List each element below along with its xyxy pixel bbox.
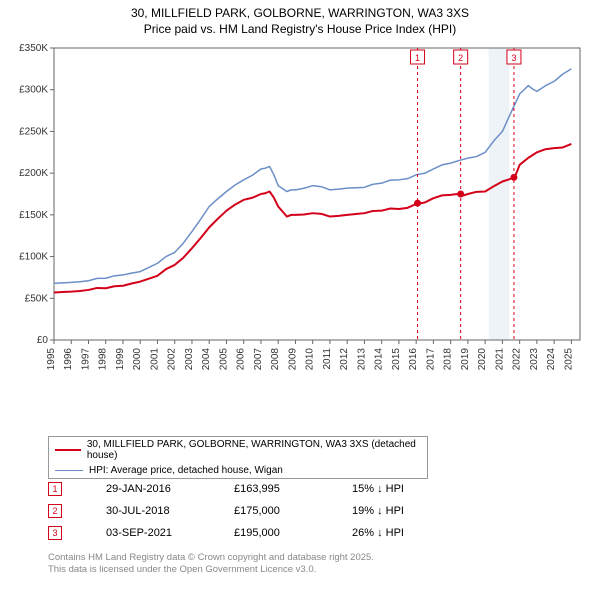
marker-badge: 1: [48, 482, 62, 496]
svg-text:2014: 2014: [374, 348, 385, 371]
svg-text:2023: 2023: [529, 348, 540, 371]
svg-text:1998: 1998: [98, 348, 109, 371]
chart-title: 30, MILLFIELD PARK, GOLBORNE, WARRINGTON…: [0, 0, 600, 37]
marker-hpi-delta: 26% ↓ HPI: [352, 527, 432, 539]
marker-table-row: 2 30-JUL-2018 £175,000 19% ↓ HPI: [48, 500, 432, 522]
marker-badge: 3: [48, 526, 62, 540]
marker-date: 30-JUL-2018: [106, 505, 196, 517]
svg-text:2010: 2010: [305, 348, 316, 371]
marker-price: £195,000: [234, 527, 314, 539]
marker-hpi-delta: 19% ↓ HPI: [352, 505, 432, 517]
marker-price: £163,995: [234, 483, 314, 495]
svg-text:2021: 2021: [494, 348, 505, 371]
chart-legend: 30, MILLFIELD PARK, GOLBORNE, WARRINGTON…: [48, 436, 428, 479]
marker-price: £175,000: [234, 505, 314, 517]
svg-text:2013: 2013: [356, 348, 367, 371]
legend-label: 30, MILLFIELD PARK, GOLBORNE, WARRINGTON…: [87, 439, 421, 461]
svg-text:2: 2: [458, 53, 463, 63]
footer-line-2: This data is licensed under the Open Gov…: [48, 564, 374, 576]
svg-text:£350K: £350K: [19, 44, 48, 54]
svg-text:2025: 2025: [563, 348, 574, 371]
svg-text:2012: 2012: [339, 348, 350, 371]
chart-svg: £0 £50K £100K £150K £200K £250K £300K £350K 1995…: [14, 44, 586, 384]
svg-text:1: 1: [415, 53, 420, 63]
svg-text:2003: 2003: [184, 348, 195, 371]
svg-text:£50K: £50K: [25, 293, 49, 304]
svg-text:£150K: £150K: [19, 210, 48, 221]
svg-text:2024: 2024: [546, 348, 557, 371]
svg-text:1996: 1996: [63, 348, 74, 371]
svg-text:2000: 2000: [132, 348, 143, 371]
legend-swatch: [55, 449, 81, 451]
svg-text:£250K: £250K: [19, 126, 48, 137]
svg-text:£0: £0: [37, 335, 49, 346]
footer-attribution: Contains HM Land Registry data © Crown c…: [48, 552, 374, 577]
legend-label: HPI: Average price, detached house, Wiga…: [89, 465, 283, 476]
legend-swatch: [55, 470, 83, 471]
marker-table: 1 29-JAN-2016 £163,995 15% ↓ HPI 2 30-JUL-201…: [48, 478, 432, 544]
legend-row: 30, MILLFIELD PARK, GOLBORNE, WARRINGTON…: [49, 437, 427, 463]
svg-text:2004: 2004: [201, 348, 212, 371]
svg-text:£100K: £100K: [19, 252, 48, 263]
marker-hpi-delta: 15% ↓ HPI: [352, 483, 432, 495]
marker-date: 03-SEP-2021: [106, 527, 196, 539]
svg-text:2018: 2018: [443, 348, 454, 371]
legend-row: HPI: Average price, detached house, Wiga…: [49, 463, 427, 478]
line-chart: £0 £50K £100K £150K £200K £250K £300K £350K 1995…: [14, 44, 586, 384]
marker-badge: 2: [48, 504, 62, 518]
svg-text:2007: 2007: [253, 348, 264, 371]
svg-text:2020: 2020: [477, 348, 488, 371]
svg-text:2009: 2009: [287, 348, 298, 371]
svg-text:2002: 2002: [167, 348, 178, 371]
svg-text:2017: 2017: [425, 348, 436, 371]
title-line-2: Price paid vs. HM Land Registry's House …: [0, 22, 600, 38]
marker-date: 29-JAN-2016: [106, 483, 196, 495]
svg-text:2008: 2008: [270, 348, 281, 371]
svg-text:£200K: £200K: [19, 168, 48, 179]
footer-line-1: Contains HM Land Registry data © Crown c…: [48, 552, 374, 564]
svg-text:2015: 2015: [391, 348, 402, 371]
marker-table-row: 3 03-SEP-2021 £195,000 26% ↓ HPI: [48, 522, 432, 544]
svg-text:2011: 2011: [322, 348, 333, 370]
svg-text:2005: 2005: [218, 348, 229, 371]
svg-text:3: 3: [511, 53, 516, 63]
svg-text:£300K: £300K: [19, 85, 48, 96]
svg-text:2001: 2001: [149, 348, 160, 371]
svg-text:2016: 2016: [408, 348, 419, 371]
svg-text:2022: 2022: [512, 348, 523, 371]
svg-text:2019: 2019: [460, 348, 471, 371]
svg-text:1999: 1999: [115, 348, 126, 371]
svg-text:2006: 2006: [236, 348, 247, 371]
svg-text:1997: 1997: [80, 348, 91, 371]
svg-text:1995: 1995: [46, 348, 57, 371]
marker-table-row: 1 29-JAN-2016 £163,995 15% ↓ HPI: [48, 478, 432, 500]
title-line-1: 30, MILLFIELD PARK, GOLBORNE, WARRINGTON…: [0, 6, 600, 22]
